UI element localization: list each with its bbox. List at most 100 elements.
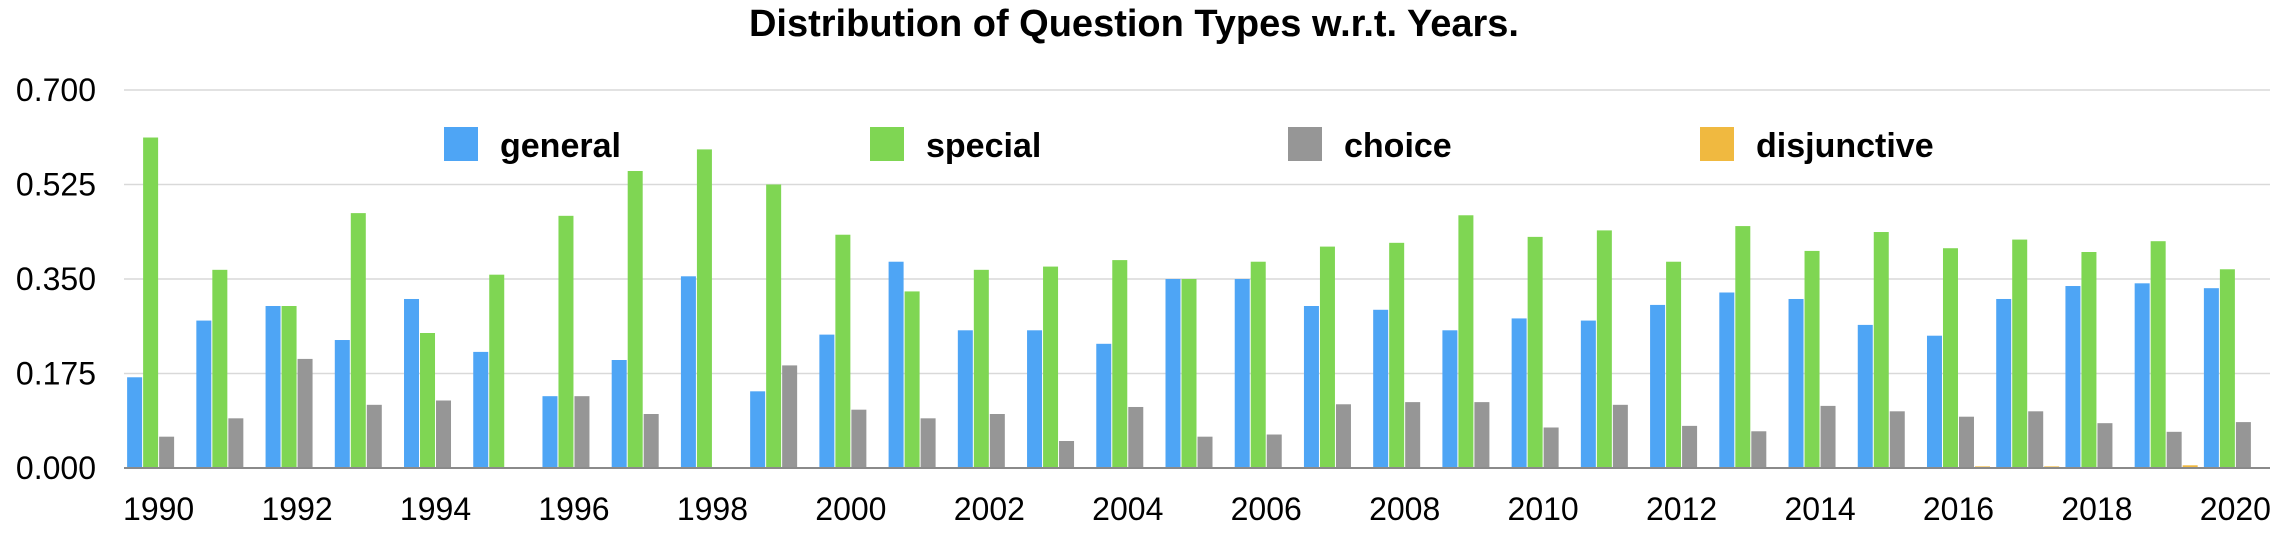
bar-choice-2006 xyxy=(1266,434,1282,468)
bar-choice-2012 xyxy=(1682,425,1698,468)
bar-special-2013 xyxy=(1735,226,1751,468)
bar-special-2004 xyxy=(1112,260,1128,468)
bar-general-2007 xyxy=(1303,306,1319,468)
legend-label-choice: choice xyxy=(1344,127,1452,165)
x-tick-label: 1996 xyxy=(538,491,609,527)
bar-choice-2013 xyxy=(1751,431,1767,468)
x-tick-label: 1992 xyxy=(261,491,332,527)
bar-choice-2010 xyxy=(1543,427,1559,468)
bar-special-2007 xyxy=(1319,246,1335,468)
bar-disjunctive-2019 xyxy=(2182,465,2198,468)
bar-general-2014 xyxy=(1788,298,1804,468)
bar-general-1992 xyxy=(265,306,281,468)
bar-general-1996 xyxy=(542,396,558,468)
bar-choice-2003 xyxy=(1059,441,1075,468)
bar-choice-2014 xyxy=(1820,405,1836,468)
bar-general-2019 xyxy=(2134,283,2150,468)
bar-choice-2007 xyxy=(1335,404,1351,468)
bar-choice-2001 xyxy=(920,418,936,468)
bar-general-2017 xyxy=(1996,298,2012,468)
bar-choice-2000 xyxy=(851,409,867,468)
bar-general-1999 xyxy=(750,391,766,468)
chart-title: Distribution of Question Types w.r.t. Ye… xyxy=(749,3,1519,45)
bar-choice-2015 xyxy=(1889,411,1905,468)
bar-choice-1996 xyxy=(574,396,590,468)
bar-special-1998 xyxy=(696,149,712,468)
bar-choice-2008 xyxy=(1405,402,1421,468)
x-tick-label: 2006 xyxy=(1231,491,1302,527)
bar-special-1999 xyxy=(766,184,782,468)
bar-choice-1992 xyxy=(297,358,313,468)
x-tick-label: 2000 xyxy=(815,491,886,527)
bar-choice-2004 xyxy=(1128,406,1144,468)
bar-general-2013 xyxy=(1719,292,1735,468)
bar-special-2009 xyxy=(1458,215,1474,468)
bar-special-1997 xyxy=(627,171,643,468)
x-tick-label: 1994 xyxy=(400,491,471,527)
bar-general-1994 xyxy=(404,298,420,468)
bar-special-2017 xyxy=(2012,239,2028,468)
x-tick-label: 2002 xyxy=(954,491,1025,527)
bar-special-1996 xyxy=(558,215,574,468)
bar-general-2003 xyxy=(1027,330,1043,468)
y-tick-label: 0.525 xyxy=(16,167,96,203)
bar-special-2010 xyxy=(1527,236,1543,468)
bar-special-2018 xyxy=(2081,252,2097,468)
x-tick-label: 1998 xyxy=(677,491,748,527)
bar-general-1995 xyxy=(473,351,489,468)
x-axis-ticks: 1990 1992 1994 1996 1998 2000 2002 2004 2006 2008… xyxy=(123,491,2271,527)
x-tick-label: 2012 xyxy=(1646,491,1717,527)
legend-label-special: special xyxy=(926,127,1041,165)
bar-general-1990 xyxy=(127,377,143,468)
bar-special-2016 xyxy=(1942,248,1958,468)
y-tick-label: 0.700 xyxy=(16,72,96,108)
bar-general-2004 xyxy=(1096,343,1112,468)
bar-choice-1994 xyxy=(436,400,452,468)
bar-choice-2009 xyxy=(1474,402,1490,468)
bar-special-2003 xyxy=(1043,266,1059,468)
bar-special-1993 xyxy=(350,213,366,468)
bar-general-2012 xyxy=(1650,304,1666,468)
bar-general-2015 xyxy=(1857,324,1873,468)
bar-choice-2019 xyxy=(2166,431,2182,468)
legend-swatch-disjunctive xyxy=(1700,127,1734,161)
y-tick-label: 0.175 xyxy=(16,356,96,392)
bar-general-2018 xyxy=(2065,286,2081,468)
bar-general-2020 xyxy=(2203,288,2219,468)
bar-general-2010 xyxy=(1511,318,1527,468)
bar-special-1991 xyxy=(212,269,228,468)
bar-general-2016 xyxy=(1926,335,1942,468)
legend-swatch-special xyxy=(870,127,904,161)
bar-choice-2011 xyxy=(1612,404,1628,468)
legend-label-general: general xyxy=(500,127,621,165)
x-tick-label: 2020 xyxy=(2200,491,2271,527)
bar-general-2001 xyxy=(888,261,904,468)
x-tick-label: 2014 xyxy=(1784,491,1855,527)
bar-special-2015 xyxy=(1873,232,1889,468)
bar-general-2002 xyxy=(957,330,973,468)
bar-special-2020 xyxy=(2219,269,2235,468)
bar-general-1993 xyxy=(334,340,350,468)
bar-choice-1997 xyxy=(643,414,659,468)
bar-special-2014 xyxy=(1804,250,1820,468)
legend-swatch-choice xyxy=(1288,127,1322,161)
bar-special-1992 xyxy=(281,306,297,468)
bar-special-2002 xyxy=(973,269,989,468)
bars xyxy=(127,137,2251,468)
bar-choice-2020 xyxy=(2235,422,2251,468)
bar-general-2011 xyxy=(1580,320,1596,468)
bar-choice-2017 xyxy=(2028,411,2044,468)
bar-general-2005 xyxy=(1165,279,1181,468)
x-tick-label: 2008 xyxy=(1369,491,1440,527)
bar-general-1997 xyxy=(611,360,627,468)
bar-general-1991 xyxy=(196,320,212,468)
bar-special-2001 xyxy=(904,291,920,468)
bar-choice-1990 xyxy=(159,436,175,468)
bar-special-2006 xyxy=(1250,261,1266,468)
bar-general-2008 xyxy=(1373,309,1389,468)
x-tick-label: 2016 xyxy=(1923,491,1994,527)
y-axis-ticks: 0.000 0.175 0.350 0.525 0.700 xyxy=(16,72,96,486)
bar-choice-1993 xyxy=(366,404,382,468)
gridlines xyxy=(124,89,2270,375)
